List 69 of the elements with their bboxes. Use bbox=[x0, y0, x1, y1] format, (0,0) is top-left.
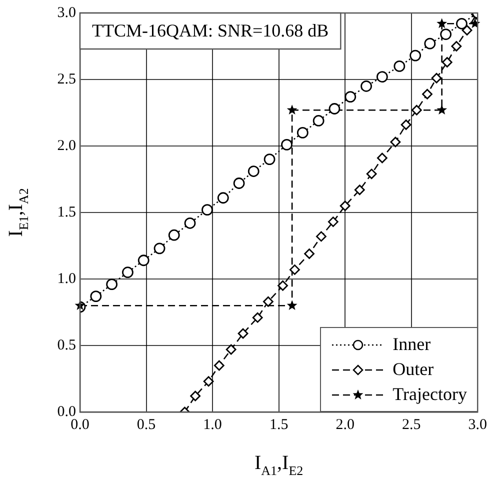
point bbox=[312, 115, 324, 126]
point bbox=[316, 231, 326, 242]
point bbox=[122, 266, 134, 278]
point bbox=[442, 57, 452, 68]
point bbox=[281, 138, 292, 150]
y-tick-label: 2.5 bbox=[57, 71, 76, 88]
point bbox=[304, 248, 314, 259]
legend-label: Trajectory bbox=[392, 383, 467, 406]
x-tick-label: 2.0 bbox=[336, 416, 354, 433]
point bbox=[263, 296, 274, 307]
point bbox=[264, 154, 276, 165]
point bbox=[90, 290, 102, 302]
point bbox=[376, 71, 388, 83]
point bbox=[424, 38, 436, 50]
point bbox=[217, 192, 229, 204]
point bbox=[328, 216, 338, 228]
chart-title: TTCM-16QAM: SNR=10.68 dB bbox=[92, 20, 329, 41]
point bbox=[366, 168, 377, 180]
point bbox=[286, 104, 298, 115]
point bbox=[138, 254, 150, 266]
x-tick-label: 1.5 bbox=[269, 416, 288, 433]
x-tick-label: 1.0 bbox=[203, 416, 222, 433]
point bbox=[354, 184, 365, 196]
point bbox=[360, 80, 372, 92]
y-tick-label: 0.5 bbox=[57, 337, 76, 354]
point bbox=[296, 127, 308, 138]
y-tick-label: 3.0 bbox=[57, 4, 76, 21]
point bbox=[436, 104, 448, 115]
legend-label: Inner bbox=[392, 333, 431, 356]
point bbox=[190, 390, 201, 402]
legend-label: Outer bbox=[392, 358, 434, 381]
point bbox=[340, 200, 350, 212]
point bbox=[410, 50, 422, 62]
point bbox=[400, 120, 412, 130]
point bbox=[278, 280, 288, 291]
point bbox=[184, 217, 196, 229]
point bbox=[462, 25, 472, 36]
point bbox=[202, 204, 213, 216]
point bbox=[394, 60, 406, 72]
point bbox=[440, 28, 452, 40]
y-tick-label: 2.0 bbox=[57, 138, 76, 154]
point bbox=[290, 264, 300, 275]
point bbox=[390, 136, 401, 148]
point bbox=[328, 103, 340, 114]
point bbox=[238, 328, 248, 339]
point bbox=[214, 360, 224, 371]
point bbox=[344, 91, 356, 102]
x-tick-label: 2.5 bbox=[402, 416, 421, 433]
point bbox=[411, 104, 422, 116]
point bbox=[451, 41, 462, 52]
point bbox=[286, 300, 298, 310]
point bbox=[106, 278, 118, 290]
point bbox=[168, 229, 180, 241]
y-tick-label: 1.0 bbox=[57, 270, 76, 287]
x-tick-label: 3.0 bbox=[468, 416, 487, 433]
y-axis-title: IE1,IA2 bbox=[5, 188, 31, 237]
point bbox=[252, 312, 263, 323]
point bbox=[233, 178, 245, 189]
x-tick-label: 0.5 bbox=[136, 416, 156, 433]
point bbox=[422, 88, 432, 100]
point bbox=[226, 344, 236, 355]
point bbox=[376, 152, 388, 164]
y-tick-label: 1.5 bbox=[57, 204, 76, 220]
point bbox=[248, 166, 260, 177]
point bbox=[456, 18, 468, 30]
point bbox=[203, 376, 214, 387]
point bbox=[436, 18, 448, 28]
point bbox=[431, 72, 442, 84]
point bbox=[154, 242, 166, 254]
